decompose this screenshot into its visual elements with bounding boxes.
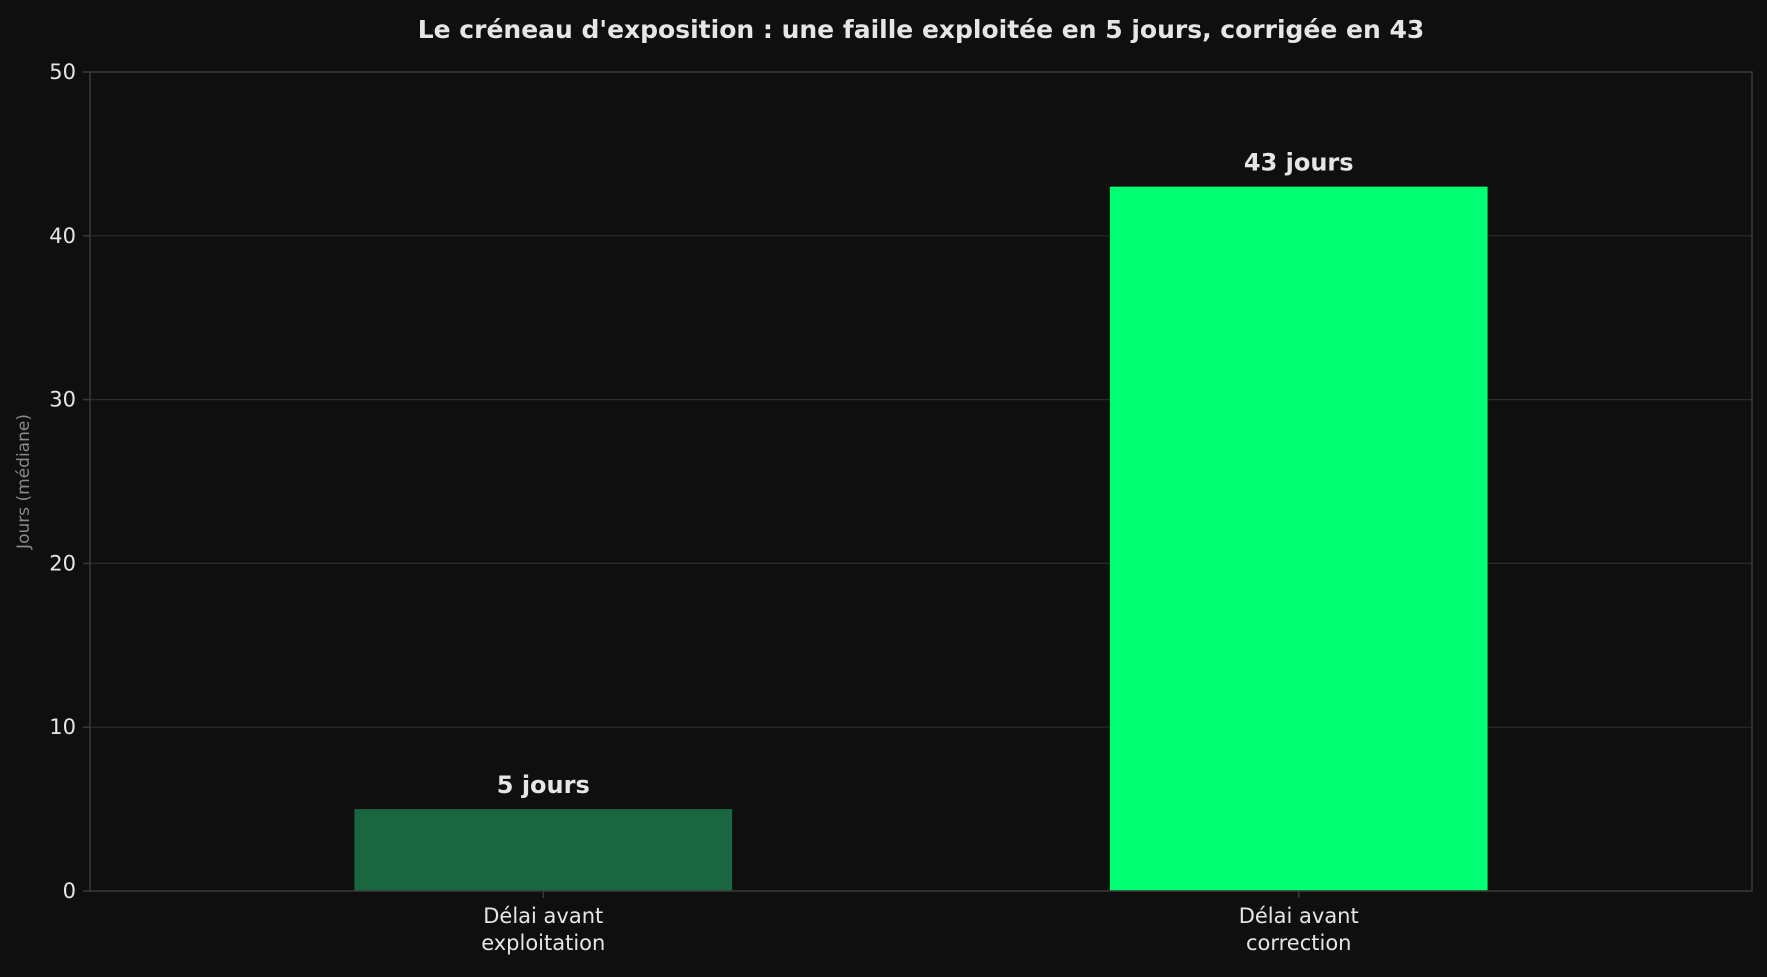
chart-title: Le créneau d'exposition : une faille exp… <box>418 15 1425 44</box>
y-tick-label: 50 <box>49 60 76 84</box>
y-tick-label: 30 <box>49 388 76 412</box>
grid-lines <box>90 71 1752 891</box>
x-tick-label: Délai avant correction <box>1239 904 1359 955</box>
y-tick-label: 40 <box>49 224 76 248</box>
bar <box>1109 186 1488 891</box>
plot-area <box>90 72 1752 891</box>
bars <box>354 186 1488 891</box>
y-tick-label: 20 <box>49 551 76 575</box>
x-tick-label: Délai avant exploitation <box>481 904 605 955</box>
data-label: 43 jours <box>1244 149 1354 177</box>
axes: 0 10 20 30 40 50 Délai avant exploitation Délai … <box>49 60 1753 955</box>
data-labels: 5 jours 43 jours <box>497 149 1354 799</box>
y-tick-label: 10 <box>49 715 76 739</box>
bar <box>354 809 733 891</box>
axis-frame <box>89 71 1753 892</box>
data-label: 5 jours <box>497 771 590 799</box>
y-axis-label: Jours (médiane) <box>14 414 34 550</box>
y-tick-label: 0 <box>63 879 76 903</box>
